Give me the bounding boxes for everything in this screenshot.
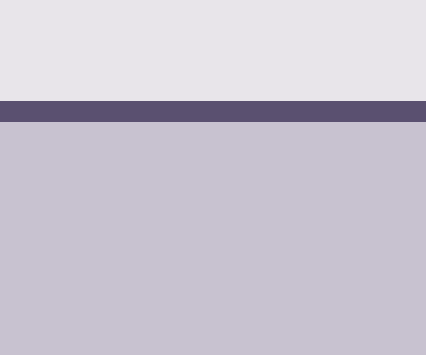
- Text: 7.6: 7.6: [201, 205, 217, 215]
- Text: Spain: Spain: [75, 267, 105, 277]
- Text: 4.5: 4.5: [201, 330, 217, 340]
- Bar: [142, 225, 276, 257]
- Bar: [276, 225, 409, 257]
- Bar: [38, 132, 142, 163]
- Bar: [276, 163, 409, 194]
- Bar: [38, 288, 142, 319]
- Bar: [276, 194, 409, 225]
- Text: 15: 15: [202, 174, 216, 184]
- Bar: [38, 225, 142, 257]
- Text: 3.3: 3.3: [201, 267, 217, 277]
- Bar: [38, 194, 142, 225]
- Text: Percentage of UK
exports (In 2017): Percentage of UK exports (In 2017): [294, 136, 390, 159]
- Text: 3.2: 3.2: [334, 267, 351, 277]
- Bar: [142, 163, 276, 194]
- Text: 11: 11: [336, 330, 349, 340]
- Text: Germany: Germany: [66, 174, 114, 184]
- Text: 0.32: 0.32: [331, 236, 354, 246]
- Text: China: China: [75, 299, 105, 308]
- Bar: [142, 257, 276, 288]
- Text: The table below shows some of the UK’s trading partners. In 2017
which country d: The table below shows some of the UK’s t…: [11, 8, 426, 38]
- Bar: [276, 319, 409, 350]
- Bar: [142, 319, 276, 350]
- Bar: [276, 288, 409, 319]
- Text: Country: Country: [68, 142, 112, 152]
- Text: 6.3: 6.3: [334, 205, 351, 215]
- Bar: [142, 194, 276, 225]
- Bar: [142, 132, 276, 163]
- Text: 5.6: 5.6: [334, 299, 351, 308]
- Bar: [276, 132, 409, 163]
- Text: 0.19: 0.19: [197, 236, 220, 246]
- Bar: [38, 163, 142, 194]
- Text: 9.8: 9.8: [334, 174, 351, 184]
- Text: United States: United States: [55, 330, 126, 340]
- Text: Netherlands: Netherlands: [58, 205, 122, 215]
- Text: Greece: Greece: [72, 236, 109, 246]
- Bar: [38, 257, 142, 288]
- Bar: [38, 319, 142, 350]
- Text: Percentage of UK
Imports (In 2017): Percentage of UK Imports (In 2017): [161, 136, 257, 159]
- Bar: [142, 288, 276, 319]
- Text: 9.5: 9.5: [201, 299, 217, 308]
- Bar: [276, 257, 409, 288]
- Text: Enter your answer: Enter your answer: [12, 107, 114, 117]
